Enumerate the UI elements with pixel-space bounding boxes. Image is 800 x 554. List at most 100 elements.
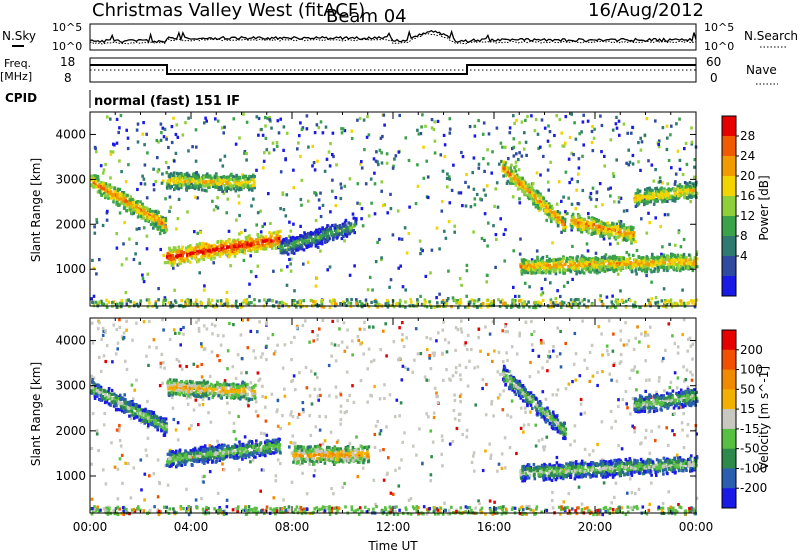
rti-cell — [690, 126, 693, 130]
rti-cell — [324, 231, 327, 235]
rti-cell — [115, 201, 119, 205]
rti-cell — [649, 200, 653, 204]
rti-cell — [159, 122, 163, 126]
rti-cell — [443, 155, 447, 159]
rti-cell — [526, 114, 529, 119]
rti-cell — [275, 241, 279, 246]
rti-cell — [594, 251, 598, 255]
rti-cell — [610, 300, 614, 304]
rti-cell — [176, 178, 179, 182]
rti-cell — [481, 301, 485, 305]
rti-cell — [234, 302, 238, 306]
rti-cell — [311, 232, 314, 236]
rti-cell — [543, 201, 547, 205]
rti-cell — [197, 245, 200, 249]
rti-cell — [635, 258, 638, 262]
rti-cell — [162, 218, 165, 222]
rti-cell — [350, 297, 353, 302]
rti-cell — [177, 197, 181, 201]
rti-cell — [433, 139, 437, 143]
rti-cell — [530, 271, 534, 275]
rti-cell — [682, 258, 686, 262]
rti-cell — [657, 142, 660, 147]
colorbar-segment — [722, 156, 736, 177]
rti-cell — [571, 212, 575, 216]
rti-cell — [662, 253, 666, 257]
rti-cell — [534, 271, 537, 275]
rti-cell — [286, 243, 290, 247]
rti-cell — [316, 237, 320, 241]
rti-cell — [370, 300, 373, 304]
rti-cell — [289, 262, 292, 266]
rti-cell — [546, 139, 550, 143]
rti-cell — [227, 175, 230, 179]
rti-cell — [662, 258, 666, 262]
rti-cell — [236, 246, 239, 250]
rti-cell — [162, 225, 166, 229]
rti-cell — [347, 232, 350, 236]
rti-cell — [541, 262, 544, 266]
rti-cell — [443, 143, 447, 147]
rti-cell — [101, 171, 105, 175]
rti-cell — [664, 299, 667, 303]
rti-cell — [692, 262, 695, 266]
rti-cell — [215, 182, 219, 186]
rti-cell — [305, 114, 309, 118]
rti-cell — [154, 180, 157, 184]
rti-cell — [680, 258, 684, 262]
rti-cell — [170, 140, 174, 145]
rti-cell — [340, 127, 343, 131]
rti-cell — [405, 251, 409, 255]
rti-cell — [160, 131, 163, 135]
rti-cell — [577, 172, 580, 176]
rti-cell — [523, 131, 526, 135]
rti-cell — [626, 131, 629, 135]
rti-cell — [268, 231, 271, 235]
rti-cell — [322, 228, 326, 232]
rti-cell — [157, 168, 161, 172]
rti-cell — [541, 260, 544, 264]
rti-cell — [549, 210, 552, 214]
rti-cell — [663, 192, 667, 196]
rti-cell — [383, 123, 386, 127]
rti-cell — [680, 261, 683, 265]
rti-cell — [490, 299, 494, 304]
rti-cell — [232, 248, 236, 252]
rti-cell — [534, 205, 538, 209]
rti-cell — [600, 123, 604, 128]
rti-cell — [535, 171, 539, 175]
rti-cell — [617, 119, 621, 123]
rti-cell — [164, 160, 168, 165]
rti-cell — [640, 217, 643, 221]
rti-cell — [224, 249, 228, 253]
rti-cell — [196, 252, 199, 256]
rti-cell — [626, 236, 630, 240]
rti-cell — [562, 301, 566, 305]
rti-cell — [172, 173, 175, 177]
rti-cell — [135, 200, 138, 204]
rti-cell — [537, 206, 540, 210]
rti-cell — [193, 186, 197, 191]
rti-cell — [653, 263, 657, 267]
rti-cell — [530, 191, 534, 195]
rti-cell — [218, 252, 222, 256]
rti-cell — [604, 222, 607, 226]
rti-cell — [663, 302, 666, 306]
rti-cell — [515, 152, 518, 156]
rti-cell — [529, 264, 532, 269]
rti-cell — [538, 262, 542, 266]
rti-cell — [525, 188, 528, 192]
rti-cell — [253, 180, 256, 185]
rti-cell — [625, 232, 628, 236]
rti-cell — [126, 193, 129, 197]
rti-cell — [145, 247, 149, 251]
rti-cell — [91, 258, 94, 262]
rti-cell — [356, 118, 359, 122]
rti-cell — [570, 224, 573, 228]
rti-cell — [518, 141, 521, 145]
rti-cell — [194, 195, 197, 199]
rti-cell — [658, 263, 661, 267]
rti-cell — [609, 233, 612, 237]
rti-cell — [212, 184, 215, 188]
rti-cell — [631, 153, 635, 158]
